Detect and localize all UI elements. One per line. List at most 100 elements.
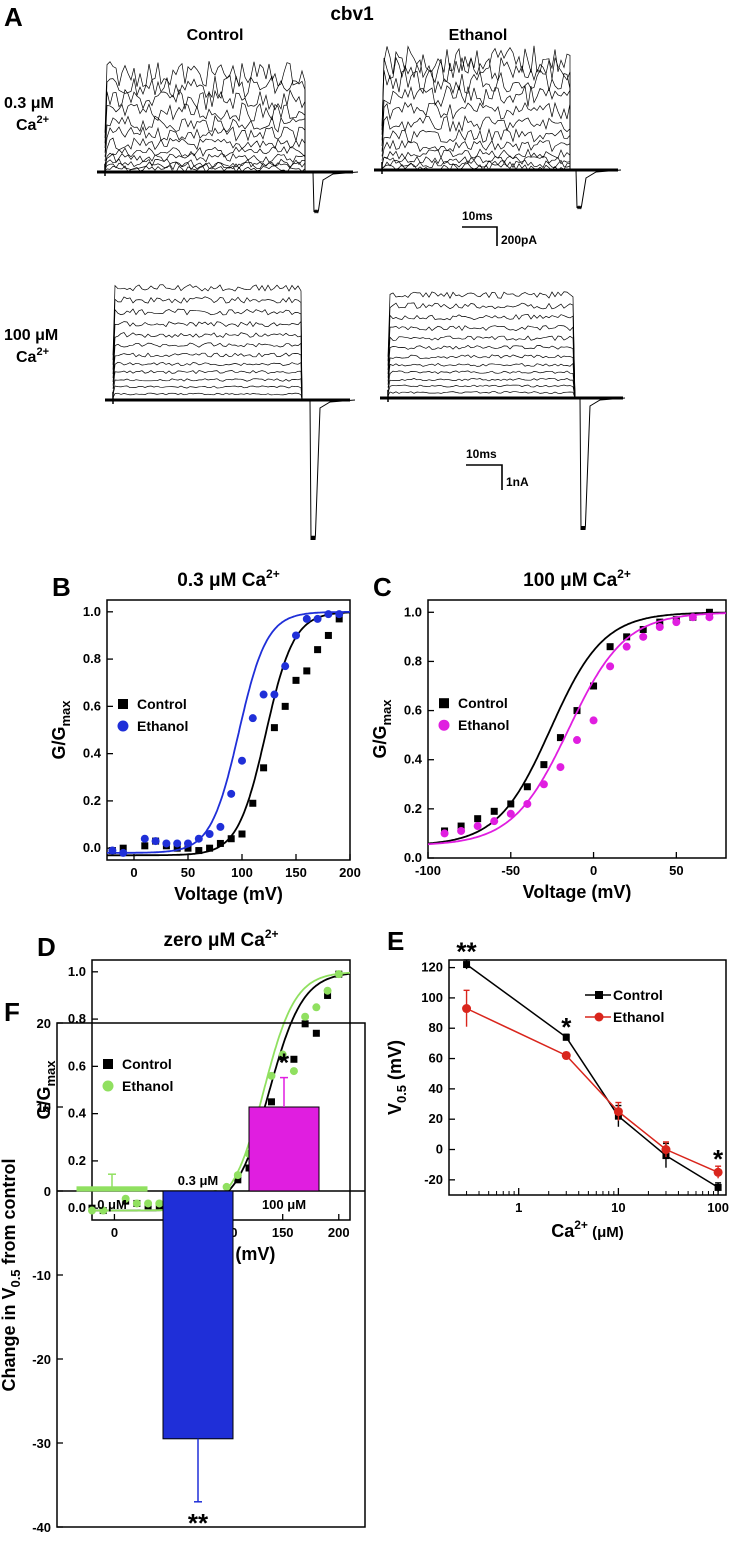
- y-tick-label: -40: [32, 1520, 51, 1535]
- plot-frame: [106, 599, 351, 861]
- data-point: [119, 848, 128, 857]
- y-tick-label: -30: [32, 1436, 51, 1451]
- current-trace: [104, 75, 306, 172]
- data-point: [302, 614, 311, 623]
- data-point: [259, 690, 268, 699]
- data-point: [490, 817, 499, 826]
- data-point: [234, 1176, 242, 1184]
- y-axis-label-sub: max: [379, 699, 394, 726]
- data-point: [655, 623, 664, 632]
- current-trace: [104, 61, 306, 172]
- data-point: [613, 1107, 623, 1117]
- chart-c: C 100 μM Ca2+ -100 -50 0 50 0.0 0.2 0.4 0.6 0.8 1.0…: [370, 567, 727, 902]
- traces-ethanol-high: [380, 291, 626, 531]
- y-tick-label: 1.0: [68, 964, 86, 979]
- data-point: [144, 1199, 153, 1208]
- data-point: [462, 1004, 472, 1014]
- plot-frame: [448, 959, 727, 1196]
- data-point: [312, 1029, 320, 1037]
- data-point: [490, 807, 498, 815]
- y-tick-label: -20: [424, 1172, 443, 1187]
- current-trace: [381, 56, 571, 170]
- data-point: [278, 1050, 287, 1059]
- y-axis-label-tail: from control: [0, 1158, 19, 1269]
- current-trace: [381, 139, 571, 170]
- current-trace: [387, 325, 576, 399]
- current-trace: [387, 344, 576, 399]
- data-point: [205, 830, 214, 838]
- y-axis-label: G/Gmax: [34, 1060, 58, 1120]
- data-point: [705, 608, 713, 616]
- data-point: [281, 702, 289, 710]
- data-point: [270, 690, 279, 699]
- chart-title-text: zero μM Ca: [163, 930, 265, 951]
- data-point: [573, 736, 581, 745]
- data-point: [88, 1206, 96, 1215]
- data-point: [162, 839, 171, 848]
- data-point: [313, 614, 322, 623]
- data-point: [238, 830, 246, 838]
- current-trace: [112, 392, 303, 401]
- scale-bar-low-time: 10ms: [462, 209, 493, 223]
- current-trace: [381, 101, 571, 170]
- data-point: [324, 610, 333, 619]
- data-point: [227, 789, 236, 798]
- y-axis-label-sub: max: [43, 1060, 58, 1087]
- x-axis-label: Voltage (mV): [174, 884, 283, 904]
- current-trace: [104, 152, 306, 172]
- current-trace: [112, 296, 303, 401]
- legend-marker: [103, 1059, 113, 1069]
- current-trace: [387, 391, 576, 399]
- current-trace: [387, 378, 576, 399]
- tail-current: [309, 399, 356, 541]
- data-point: [99, 1206, 108, 1215]
- data-point: [688, 613, 697, 622]
- y-tick-label: 0.4: [68, 1106, 87, 1121]
- y-axis-label-main: Change in V: [0, 1288, 19, 1392]
- y-axis-label: G/Gmax: [370, 699, 394, 759]
- scale-bar-low-current: 200pA: [501, 233, 537, 247]
- data-point: [227, 835, 235, 843]
- y-tick-label: 0.0: [68, 1200, 86, 1215]
- bar: [248, 1106, 320, 1192]
- data-point: [506, 809, 515, 818]
- y-tick-label: 0.8: [83, 651, 101, 666]
- scale-bar-high-lines: [466, 464, 503, 490]
- data-point: [539, 780, 548, 789]
- data-point: [661, 1145, 671, 1155]
- data-point: [463, 961, 471, 969]
- x-tick-label: 150: [285, 865, 307, 880]
- legend-label: Control: [613, 987, 663, 1003]
- x-tick-label: 150: [272, 1225, 294, 1240]
- y-tick-label: 120: [421, 960, 443, 975]
- y-tick-label: 80: [429, 1020, 443, 1035]
- data-point: [267, 1098, 275, 1106]
- scale-bar-high-current: 1nA: [506, 475, 529, 489]
- legend-marker: [102, 1080, 114, 1092]
- legend-marker: [117, 720, 129, 732]
- chart-title: 0.3 μM Ca2+: [177, 567, 279, 591]
- current-trace: [104, 115, 306, 172]
- data-point: [314, 646, 322, 654]
- bar: [76, 1186, 148, 1192]
- data-point: [312, 1003, 321, 1012]
- data-point: [324, 991, 332, 999]
- x-axis-label-main: Ca: [551, 1221, 575, 1241]
- y-axis-label-main: V: [385, 1103, 405, 1115]
- data-point: [140, 834, 149, 843]
- category-label: 100 μM: [262, 1197, 306, 1212]
- current-trace: [387, 314, 576, 399]
- chart-title-text: 100 μM Ca: [523, 570, 617, 591]
- legend-label: Ethanol: [137, 718, 188, 734]
- data-point: [141, 842, 149, 850]
- data-point: [713, 1167, 723, 1177]
- current-trace: [112, 378, 303, 401]
- data-point: [474, 815, 482, 823]
- category-label: 0 μM: [97, 1197, 127, 1212]
- current-trace: [381, 128, 571, 170]
- x-axis-label-sup: 2+: [574, 1218, 588, 1232]
- data-point: [523, 783, 531, 791]
- legend-label: Ethanol: [122, 1078, 173, 1094]
- current-trace: [387, 291, 576, 399]
- current-traces: [97, 45, 626, 541]
